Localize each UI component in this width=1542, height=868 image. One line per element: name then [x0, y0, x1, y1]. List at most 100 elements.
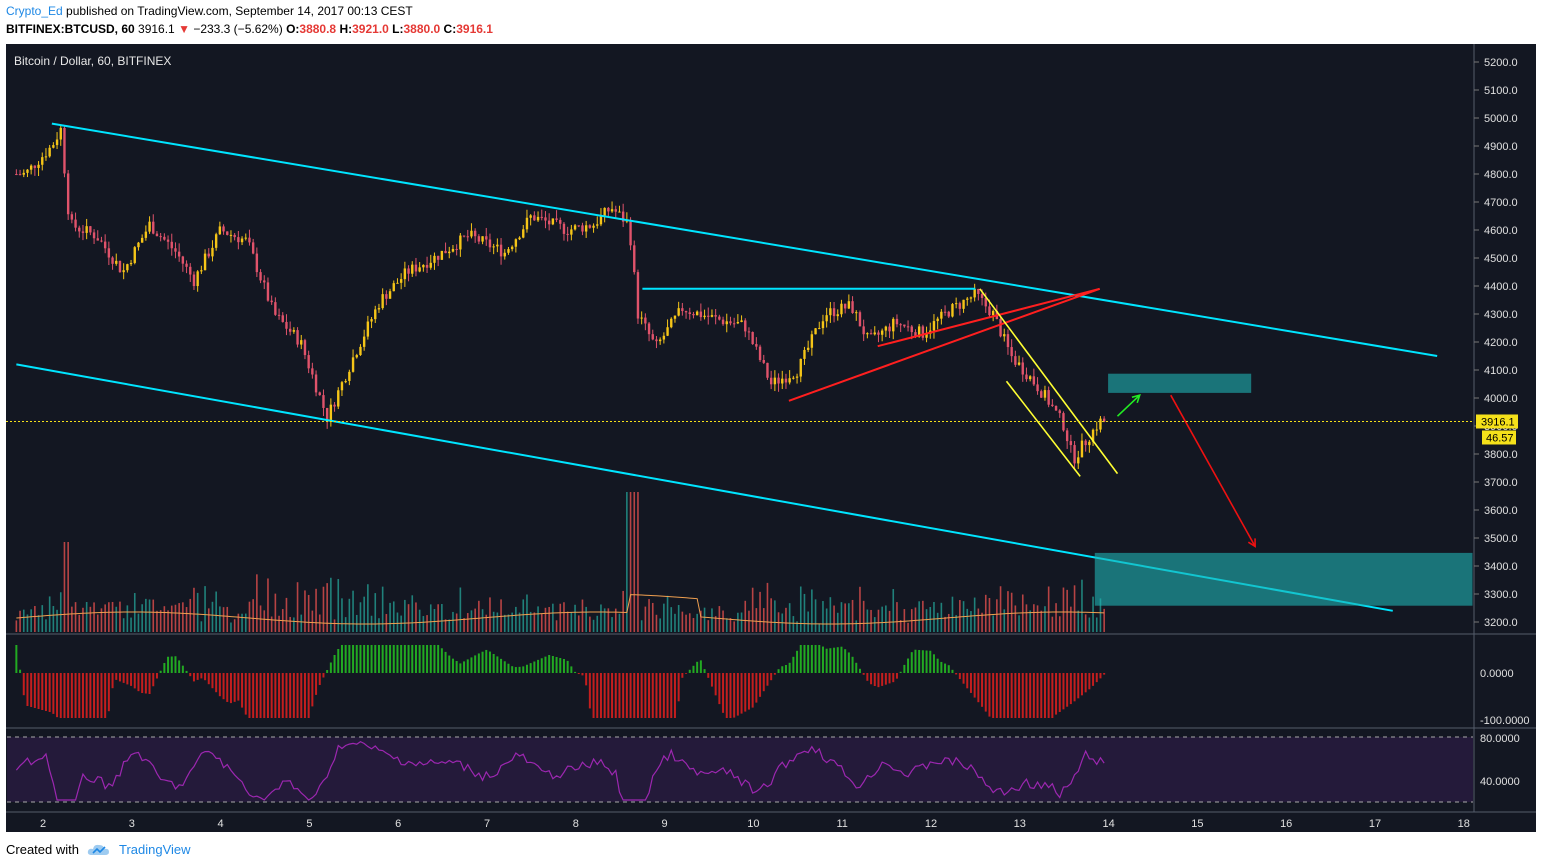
candle-body	[255, 253, 259, 273]
candle-body	[399, 279, 403, 283]
candle-body	[877, 332, 880, 335]
candle-body	[22, 172, 25, 175]
candle-body	[200, 270, 203, 272]
candle-body	[129, 262, 133, 265]
oscillator-bar	[426, 645, 429, 673]
candle-body	[699, 311, 703, 318]
oscillator-bar	[577, 673, 580, 675]
candle-body	[314, 374, 318, 393]
price-tick-label: 4100.0	[1484, 365, 1518, 377]
oscillator-bar	[385, 645, 388, 673]
volume-bar	[278, 615, 280, 632]
candle-body	[1010, 347, 1013, 357]
candle-body	[100, 240, 103, 242]
volume-bar	[159, 610, 162, 632]
oscillator-bar	[451, 658, 454, 673]
volume-bar	[385, 613, 388, 632]
candle-body	[977, 288, 980, 294]
oscillator-bar	[881, 673, 884, 686]
candle-body	[266, 282, 270, 301]
candle-body	[999, 319, 1002, 337]
candle-body	[718, 316, 721, 320]
candle-body	[1047, 390, 1050, 405]
volume-bar	[707, 620, 710, 632]
candle-body	[152, 221, 155, 234]
candle-body	[74, 219, 77, 228]
volume-bar	[955, 615, 957, 632]
oscillator-bar	[581, 673, 584, 676]
volume-bar	[215, 591, 217, 632]
volume-bar	[315, 588, 317, 632]
volume-bar	[622, 590, 624, 632]
volume-bar	[470, 610, 473, 632]
candle-body	[1088, 441, 1091, 446]
volume-bar	[996, 599, 998, 632]
volume-bar	[703, 607, 706, 632]
oscillator-bar	[278, 673, 281, 718]
rsi-axis: 80.0000 40.0000	[1480, 733, 1520, 788]
volume-bar	[341, 598, 343, 632]
volume-bar	[193, 587, 195, 632]
oscillator-bar	[925, 650, 928, 673]
candle-body	[732, 323, 736, 325]
oscillator-bar	[633, 673, 636, 718]
tradingview-link[interactable]: TradingView	[118, 842, 191, 857]
volume-bar	[825, 608, 828, 632]
candle-body	[958, 303, 962, 309]
volume-bar	[381, 586, 384, 632]
volume-bar	[973, 597, 976, 632]
oscillator-bar	[766, 673, 769, 686]
candle-body	[192, 274, 196, 287]
candle-body	[429, 262, 432, 268]
oscillator-bar	[999, 673, 1002, 718]
candle-body	[111, 257, 114, 264]
candle-body	[78, 227, 81, 232]
volume-bar	[770, 598, 772, 632]
candle-body	[592, 225, 595, 228]
candle-body	[551, 218, 555, 225]
volume-bar	[263, 610, 266, 632]
candle-body	[547, 220, 551, 225]
volume-bar	[1088, 617, 1091, 632]
oscillator-bar	[152, 673, 155, 687]
candle-body	[318, 392, 321, 396]
oscillator-bar	[551, 656, 554, 673]
price-tick-label: 3700.0	[1484, 477, 1518, 489]
candle-body	[466, 236, 469, 238]
oscillator-bar	[52, 673, 55, 714]
candle-body	[244, 237, 247, 239]
volume-bar	[85, 602, 88, 632]
oscillator-bar	[940, 661, 943, 673]
candle-body	[1017, 362, 1021, 365]
oscillator-bar	[677, 673, 680, 702]
volume-bar	[614, 608, 617, 632]
price-tick-label: 4300.0	[1484, 309, 1518, 321]
candle-body	[259, 272, 262, 281]
volume-bar	[296, 582, 299, 632]
oscillator-bar	[1025, 673, 1028, 718]
candle-body	[858, 312, 862, 327]
volume-bar	[300, 614, 303, 632]
volume-bar	[696, 613, 698, 632]
candle-body	[274, 302, 277, 315]
volume-bar	[1047, 586, 1050, 632]
volume-bar	[496, 612, 499, 632]
candle-body	[44, 156, 48, 158]
candle-body	[433, 255, 436, 263]
author-link[interactable]: Crypto_Ed	[6, 4, 63, 18]
candle-body	[892, 318, 895, 332]
volume-bar	[1010, 592, 1013, 632]
time-tick-label: 6	[395, 818, 401, 830]
oscillator-bar	[366, 645, 369, 673]
oscillator-bar	[958, 673, 961, 680]
volume-bar	[119, 601, 121, 632]
volume-bar	[722, 610, 724, 632]
rsi-line	[15, 740, 1105, 801]
oscillator-bar	[474, 655, 477, 673]
oscillator-bar	[966, 673, 969, 689]
oscillator-bar	[1010, 673, 1013, 718]
volume-bar	[885, 605, 887, 632]
oscillator-bar	[93, 673, 96, 718]
candle-body	[207, 253, 210, 257]
